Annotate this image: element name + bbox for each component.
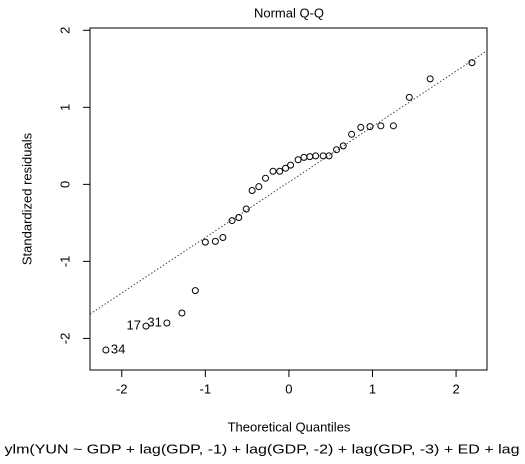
- point: [191, 287, 199, 295]
- point: [405, 93, 413, 101]
- point: [255, 183, 263, 191]
- x-tick-label: -2: [116, 381, 128, 396]
- point: [178, 309, 186, 317]
- point: [248, 187, 256, 195]
- point: [269, 167, 277, 175]
- point: [228, 217, 236, 225]
- point: [211, 237, 219, 245]
- y-tick-label: 1: [57, 104, 72, 111]
- point: [287, 161, 295, 169]
- point: [276, 167, 284, 175]
- point: [377, 122, 385, 130]
- y-tick-label: 2: [57, 27, 72, 34]
- point: [319, 152, 327, 160]
- point: [468, 59, 476, 67]
- point: [262, 174, 270, 182]
- point: [201, 238, 209, 246]
- point: [242, 205, 250, 213]
- y-tick-label: -2: [57, 333, 72, 345]
- y-axis-label: Standardized residuals: [19, 132, 34, 265]
- point: [306, 153, 314, 161]
- point: [294, 156, 302, 164]
- subtitle: ylm(YUN ~ GDP + lag(GDP, -1) + lag(GDP, …: [5, 441, 520, 456]
- point: [333, 146, 341, 154]
- point: [219, 234, 227, 242]
- point: [325, 152, 333, 160]
- x-tick-label: 0: [285, 381, 292, 396]
- point: [235, 213, 243, 221]
- x-tick-label: 2: [452, 381, 459, 396]
- point: [357, 123, 365, 131]
- point: [366, 123, 374, 131]
- point: [339, 142, 347, 150]
- reference-line: [90, 50, 487, 315]
- x-axis-label: Theoretical Quantiles: [228, 419, 351, 434]
- point: [300, 153, 308, 161]
- point: [282, 164, 290, 172]
- point: [102, 346, 110, 354]
- y-tick-label: -1: [57, 256, 72, 268]
- point-label: 31: [147, 314, 161, 329]
- x-tick-label: 1: [369, 381, 376, 396]
- point-label: 17: [127, 318, 141, 333]
- point: [348, 130, 356, 138]
- y-tick-label: 0: [57, 181, 72, 188]
- chart-title: Normal Q-Q: [254, 5, 324, 20]
- point-label: 34: [111, 341, 125, 356]
- point: [312, 152, 320, 160]
- point: [426, 75, 434, 83]
- point: [389, 122, 397, 130]
- point: [163, 319, 171, 327]
- point: [142, 322, 150, 330]
- x-tick-label: -1: [200, 381, 212, 396]
